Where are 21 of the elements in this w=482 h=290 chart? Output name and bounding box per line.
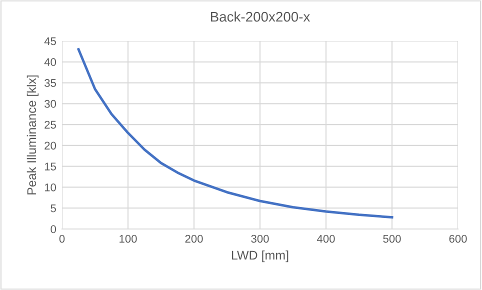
y-tick-label: 10 (44, 183, 56, 192)
x-tick-label: 300 (251, 234, 269, 243)
x-tick-label: 500 (383, 234, 401, 243)
x-tick-label: 0 (59, 234, 65, 243)
y-tick-label: 30 (44, 100, 56, 108)
y-tick-label: 35 (44, 79, 56, 87)
y-axis-title: Peak Illuminance [klx] (26, 75, 39, 194)
x-tick-label: 600 (449, 234, 467, 243)
y-tick-label: 15 (44, 162, 56, 170)
x-tick-label: 200 (185, 234, 203, 243)
line-series (77, 48, 394, 219)
y-tick-label: 45 (44, 37, 56, 46)
chart-title: Back-200x200-x (210, 11, 310, 22)
x-axis-title: LWD [mm] (232, 250, 288, 262)
y-tick-label: 0 (50, 225, 56, 234)
y-tick-label: 5 (50, 204, 56, 212)
y-tick-label: 25 (44, 120, 56, 129)
x-tick-label: 400 (316, 234, 335, 243)
y-tick-label: 20 (44, 142, 56, 150)
y-tick-label: 40 (44, 58, 56, 66)
x-tick-label: 100 (120, 234, 137, 243)
